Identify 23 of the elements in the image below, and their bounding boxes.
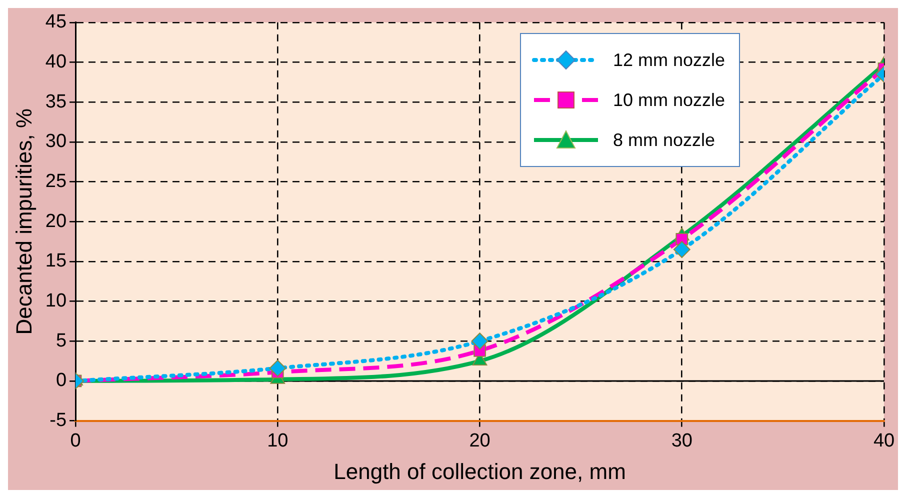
- legend-label: 10 mm nozzle: [612, 90, 725, 110]
- x-tick-label: 20: [469, 430, 490, 452]
- x-tick-label: 10: [267, 430, 288, 452]
- x-tick-label: 30: [671, 430, 692, 452]
- point: [471, 332, 488, 350]
- x-tick-label: 40: [873, 430, 895, 452]
- y-tick-label: 0: [56, 370, 67, 392]
- y-tick-label: 10: [45, 290, 67, 312]
- y-tick-label: 45: [45, 12, 67, 33]
- y-tick-label: -5: [50, 410, 67, 432]
- y-tick-label: 25: [45, 170, 67, 192]
- y-tick-label: 20: [45, 210, 67, 232]
- y-tick-label: 40: [45, 51, 67, 72]
- x-tick-label: 0: [70, 430, 81, 452]
- y-tick-label: 35: [45, 91, 67, 112]
- point: [673, 240, 690, 258]
- y-axis-title: Decanted impurities, %: [11, 108, 36, 335]
- legend-label: 8 mm nozzle: [612, 130, 715, 150]
- y-tick-label: 5: [56, 330, 67, 352]
- legend-label: 12 mm nozzle: [612, 50, 725, 70]
- y-tick-label: 30: [45, 131, 67, 152]
- y-tick-label: 15: [45, 250, 67, 272]
- x-axis-title: Length of collection zone, mm: [334, 458, 626, 484]
